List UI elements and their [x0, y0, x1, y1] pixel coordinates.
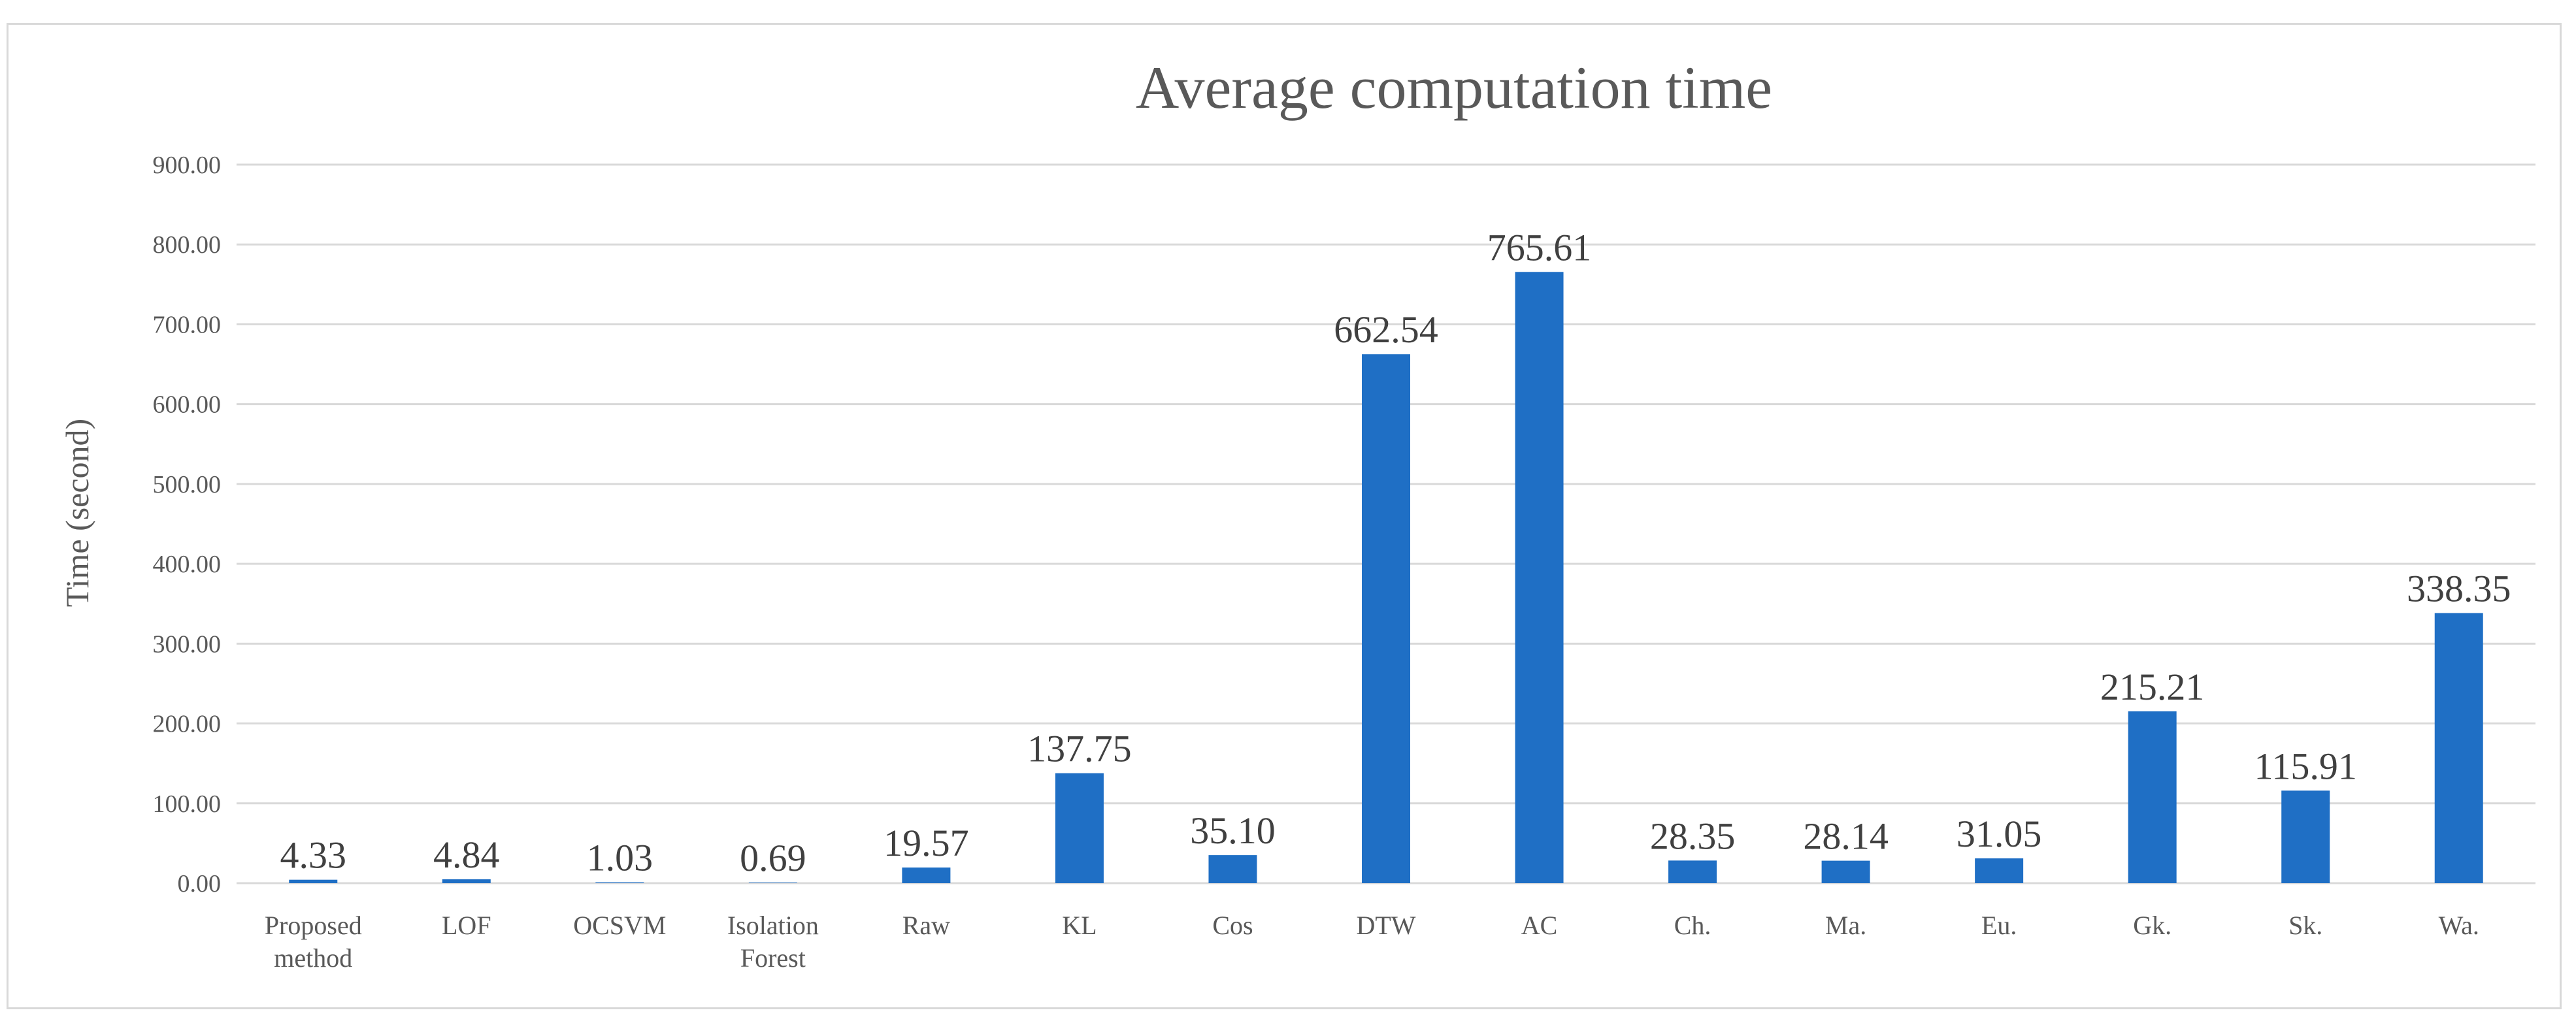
category-label: Gk.	[2133, 911, 2171, 940]
data-labels: 4.33 4.84 1.03 0.69 19.57 137.75 35.10 662.54 76…	[280, 226, 2511, 879]
data-label: 28.14	[1803, 815, 1889, 858]
bar	[2434, 613, 2483, 883]
y-tick-label: 600.00	[153, 391, 222, 419]
category-label: Proposed	[265, 911, 362, 940]
data-label: 137.75	[1027, 728, 1132, 770]
y-tick-label: 100.00	[153, 790, 222, 818]
y-tick-label: 300.00	[153, 630, 222, 658]
y-tick-label: 700.00	[153, 311, 222, 338]
bar	[442, 879, 491, 883]
data-label: 0.69	[740, 837, 806, 879]
bar	[902, 867, 951, 883]
bar	[1055, 773, 1104, 883]
bar	[2281, 790, 2330, 883]
category-label: Sk.	[2288, 911, 2322, 940]
y-tick-label: 400.00	[153, 551, 222, 578]
data-label: 765.61	[1487, 226, 1592, 268]
category-label: OCSVM	[573, 911, 666, 940]
data-label: 215.21	[2100, 666, 2205, 708]
bar	[289, 879, 338, 883]
data-label: 338.35	[2407, 567, 2511, 609]
data-label: 19.57	[883, 822, 969, 864]
data-label: 4.33	[280, 834, 347, 877]
category-label: Isolation	[727, 911, 819, 940]
bar	[1208, 855, 1257, 883]
bar	[1821, 860, 1870, 883]
data-label: 1.03	[587, 837, 653, 879]
category-label: KL	[1062, 911, 1097, 940]
y-tick-label: 800.00	[153, 231, 222, 259]
y-tick-label: 0.00	[178, 870, 222, 898]
data-label: 31.05	[1957, 813, 2042, 855]
category-label: AC	[1521, 911, 1558, 940]
bar	[2128, 711, 2177, 883]
data-label: 662.54	[1334, 308, 1438, 351]
data-label: 4.84	[433, 834, 500, 876]
y-tick-labels: 0.00 100.00 200.00 300.00 400.00 500.00 600.00…	[153, 152, 222, 898]
category-label: Cos	[1212, 911, 1253, 940]
y-tick-label: 500.00	[153, 471, 222, 498]
data-label: 28.35	[1650, 815, 1736, 857]
y-tick-label: 200.00	[153, 711, 222, 738]
data-label: 115.91	[2254, 745, 2357, 787]
bar	[1515, 272, 1564, 883]
category-label: Forest	[740, 943, 806, 973]
bar	[1975, 858, 2024, 883]
category-label: method	[274, 943, 352, 973]
chart-title: Average computation time	[1136, 54, 1772, 121]
category-label: Wa.	[2439, 911, 2479, 940]
category-label: Ma.	[1825, 911, 1866, 940]
category-label: Raw	[902, 911, 950, 940]
bar	[1362, 354, 1410, 883]
y-axis-title: Time (second)	[59, 419, 95, 607]
category-label: LOF	[442, 911, 491, 940]
data-label: 35.10	[1190, 809, 1276, 852]
category-labels: Proposed method LOF OCSVM Isolation Forest Raw…	[265, 911, 2479, 973]
category-label: DTW	[1356, 911, 1415, 940]
bar	[1668, 860, 1717, 883]
bars	[289, 272, 2483, 883]
category-label: Ch.	[1674, 911, 1711, 940]
y-tick-label: 900.00	[153, 152, 222, 179]
category-label: Eu.	[1981, 911, 2017, 940]
